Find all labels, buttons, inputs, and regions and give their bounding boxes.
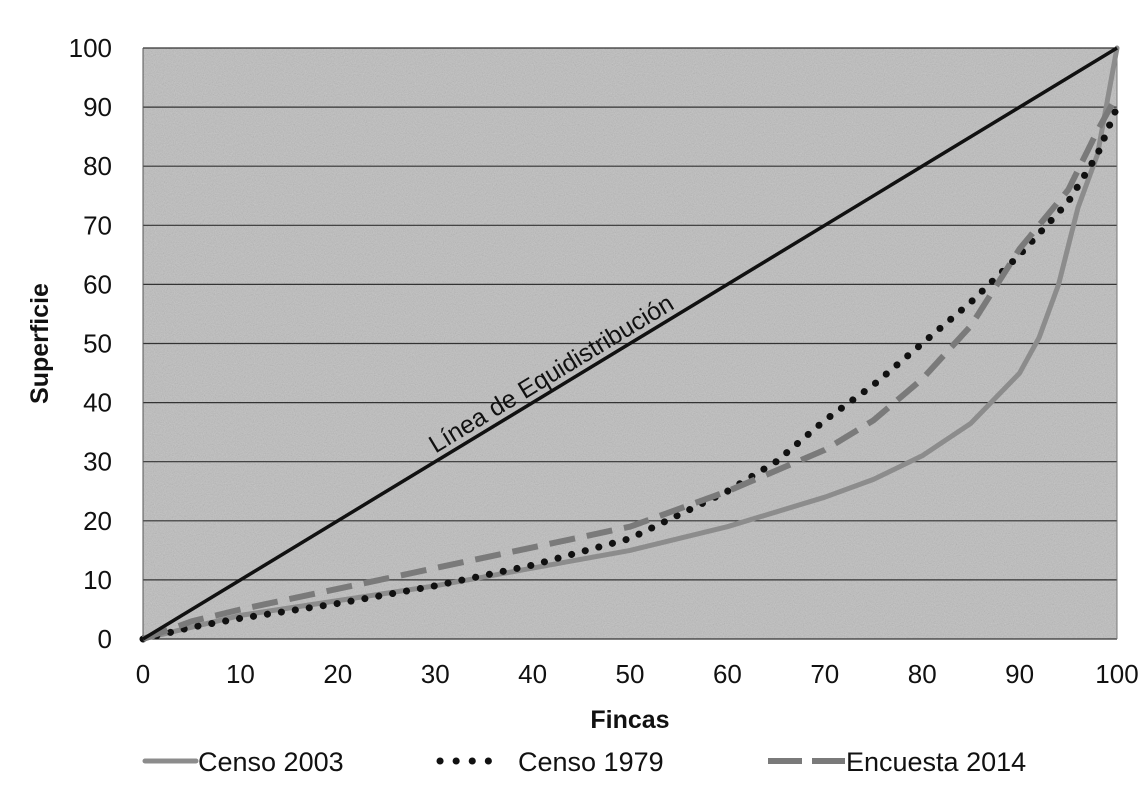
x-tick-label-20: 20: [323, 659, 352, 689]
y-tick-label-70: 70: [83, 210, 112, 240]
y-axis-title: Superficie: [26, 283, 54, 404]
x-tick-label-0: 0: [136, 659, 150, 689]
equidistribution-line: [142, 46, 1118, 641]
y-tick-label-80: 80: [83, 151, 112, 181]
legend-label-0: Censo 2003: [198, 747, 344, 777]
x-tick-label-30: 30: [421, 659, 450, 689]
y-tick-label-0: 0: [98, 624, 112, 654]
x-tick-label-80: 80: [908, 659, 937, 689]
y-tick-label-10: 10: [83, 565, 112, 595]
x-axis-title: Fincas: [590, 706, 669, 734]
x-tick-label-50: 50: [616, 659, 645, 689]
legend-label-1: Censo 1979: [518, 747, 664, 777]
x-tick-label-10: 10: [226, 659, 255, 689]
x-tick-label-100: 100: [1095, 659, 1138, 689]
y-tick-label-100: 100: [69, 33, 112, 63]
y-tick-label-60: 60: [83, 269, 112, 299]
y-tick-label-50: 50: [83, 329, 112, 359]
series-line-encuesta-2014: [141, 93, 1120, 642]
x-tick-label-90: 90: [1005, 659, 1034, 689]
y-tick-label-20: 20: [83, 506, 112, 536]
x-tick-label-40: 40: [518, 659, 547, 689]
x-tick-label-60: 60: [713, 659, 742, 689]
legend-label-2: Encuesta 2014: [846, 747, 1026, 777]
y-tick-label-30: 30: [83, 447, 112, 477]
x-tick-label-70: 70: [810, 659, 839, 689]
y-tick-label-40: 40: [83, 388, 112, 418]
y-tick-label-90: 90: [83, 92, 112, 122]
series-line-censo-1979: [139, 103, 1121, 643]
